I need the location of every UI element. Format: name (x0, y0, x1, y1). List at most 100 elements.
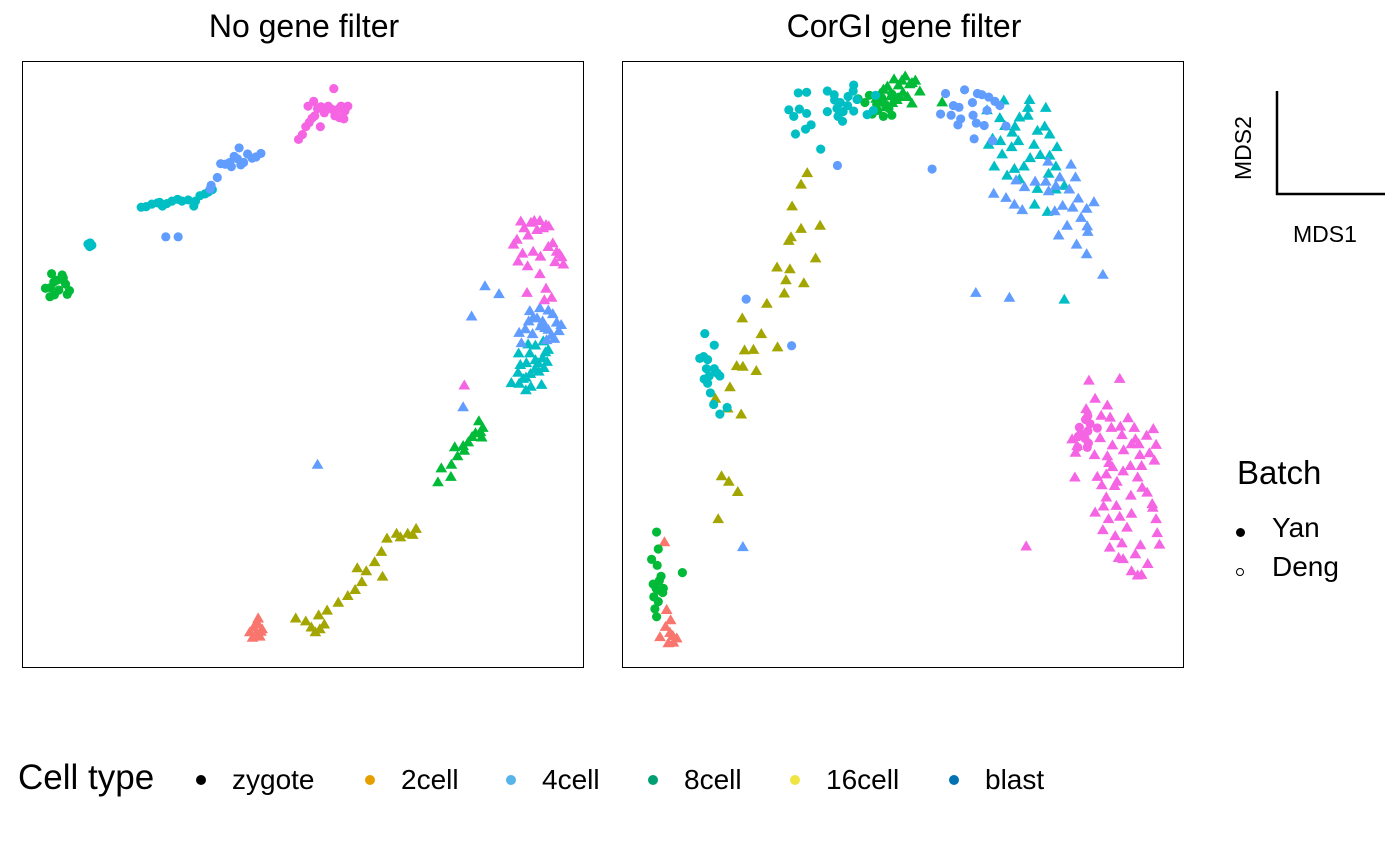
scatter-point-triangle (1075, 211, 1087, 222)
scatter-point-triangle (712, 513, 725, 524)
scatter-point-triangle (249, 618, 262, 629)
scatter-point-circle (979, 120, 989, 131)
scatter-point-triangle (1109, 530, 1122, 541)
scatter-point-triangle (457, 401, 470, 412)
cell-type-legend-item-16cell: 16cell (790, 762, 899, 798)
scatter-point-triangle (527, 245, 540, 256)
scatter-point-triangle (505, 377, 518, 388)
scatter-point-circle (887, 110, 897, 120)
scatter-point-circle (969, 134, 979, 144)
scatter-point-triangle (881, 80, 894, 91)
scatter-point-circle (700, 329, 710, 339)
scatter-point-triangle (537, 361, 550, 372)
scatter-point-circle (787, 341, 797, 351)
scatter-point-triangle (1129, 548, 1142, 559)
scatter-point-triangle (1051, 141, 1063, 152)
scatter-point-triangle (535, 378, 548, 389)
scatter-point-circle (995, 100, 1005, 111)
scatter-point-circle (837, 116, 848, 126)
scatter-point-triangle (1065, 158, 1077, 169)
scatter-point-triangle (1140, 429, 1153, 440)
scatter-point-circle (802, 108, 812, 119)
scatter-point-circle (967, 97, 978, 108)
batch-legend-title: Batch (1237, 454, 1322, 491)
scatter-point-triangle (996, 148, 1009, 159)
scatter-point-triangle (1106, 461, 1119, 472)
scatter-point-triangle (1094, 432, 1106, 443)
scatter-point-circle (954, 102, 964, 112)
scatter-point-triangle (410, 522, 422, 533)
scatter-point-triangle (814, 219, 826, 230)
scatter-point-triangle (523, 347, 536, 358)
scatter-point-circle (793, 88, 803, 98)
scatter-point-triangle (750, 364, 763, 375)
scatter-point-triangle (1021, 101, 1034, 112)
scatter-point-triangle (715, 470, 728, 481)
scatter-point-circle (651, 527, 662, 537)
scatter-point-triangle (658, 536, 671, 547)
scatter-point-triangle (1024, 152, 1037, 163)
scatter-point-triangle (1020, 540, 1033, 551)
scatter-point-circle (935, 109, 946, 119)
scatter-plot-no-filter (40, 84, 570, 642)
scatter-point-circle (64, 286, 75, 296)
cell-type-legend-item-zygote: zygote (196, 762, 315, 798)
scatter-point-triangle (555, 251, 568, 262)
scatter-point-triangle (1097, 500, 1110, 511)
scatter-point-triangle (1121, 521, 1133, 532)
cell-type-legend-item-blast: blast (949, 762, 1044, 798)
scatter-point-triangle (472, 415, 485, 426)
scatter-point-circle (715, 409, 725, 419)
scatter-point-circle (871, 90, 881, 100)
scatter-point-circle (334, 113, 344, 123)
scatter-point-triangle (755, 328, 768, 339)
scatter-point-triangle (1061, 219, 1073, 230)
scatter-point-triangle (525, 380, 537, 391)
scatter-point-triangle (540, 334, 553, 345)
scatter-point-triangle (1095, 479, 1108, 490)
panel-title-corgi-filter: CorGI gene filter (786, 8, 1022, 44)
scatter-point-triangle (548, 332, 561, 343)
scatter-point-triangle (1131, 569, 1144, 580)
scatter-point-triangle (660, 603, 673, 614)
scatter-point-triangle (654, 631, 666, 642)
scatter-point-triangle (542, 240, 555, 251)
scatter-point-circle (862, 110, 872, 120)
scatter-point-triangle (1080, 202, 1093, 213)
scatter-point-triangle (1125, 489, 1137, 500)
scatter-point-triangle (1147, 423, 1160, 434)
scatter-point-triangle (475, 431, 488, 442)
scatter-point-triangle (550, 316, 563, 327)
scatter-point-triangle (1112, 551, 1125, 562)
scatter-point-circle (832, 160, 843, 171)
scatter-point-triangle (1095, 409, 1108, 420)
scatter-point-circle (709, 340, 719, 350)
cell-type-legend-item-4cell: 4cell (506, 762, 600, 798)
scatter-point-triangle (533, 302, 546, 313)
scatter-point-circle (709, 399, 719, 410)
scatter-point-triangle (780, 274, 792, 285)
scatter-point-circle (704, 371, 714, 381)
scatter-point-circle (239, 157, 249, 168)
cell-type-legend-label: 2cell (401, 764, 459, 795)
scatter-point-triangle (736, 541, 749, 552)
scatter-point-circle (790, 129, 801, 139)
scatter-point-circle (946, 110, 956, 120)
scatter-point-triangle (536, 315, 549, 326)
scatter-point-triangle (513, 377, 526, 388)
axis-key-x-label: MDS1 (1293, 221, 1357, 247)
scatter-point-triangle (521, 260, 534, 271)
scatter-point-triangle (1049, 179, 1062, 190)
scatter-point-triangle (1039, 175, 1052, 186)
scatter-point-circle (829, 90, 839, 100)
scatter-point-triangle (987, 187, 1000, 198)
scatter-point-triangle (1069, 171, 1082, 182)
scatter-point-triangle (1031, 182, 1044, 193)
scatter-point-circle (695, 353, 705, 364)
scatter-point-circle (705, 388, 715, 398)
scatter-point-circle (297, 129, 307, 140)
scatter-point-circle (956, 114, 966, 124)
scatter-point-triangle (1052, 229, 1065, 240)
scatter-point-triangle (1071, 439, 1084, 451)
scatter-point-triangle (1150, 438, 1162, 449)
